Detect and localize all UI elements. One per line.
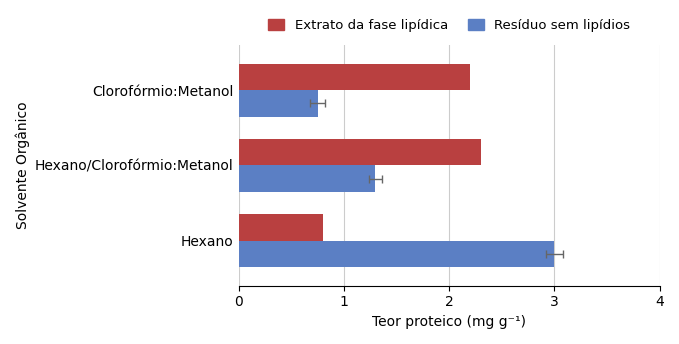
Bar [238,165,375,192]
Y-axis label: Solvente Orgânico: Solvente Orgânico [15,101,29,229]
Bar [238,240,554,267]
Bar [238,90,318,117]
Bar [238,64,470,90]
Bar [238,139,481,165]
Bar [238,214,323,240]
Legend: Extrato da fase lipídica, Resíduo sem lipídios: Extrato da fase lipídica, Resíduo sem li… [264,15,634,36]
X-axis label: Teor proteico (mg g⁻¹): Teor proteico (mg g⁻¹) [372,315,526,329]
